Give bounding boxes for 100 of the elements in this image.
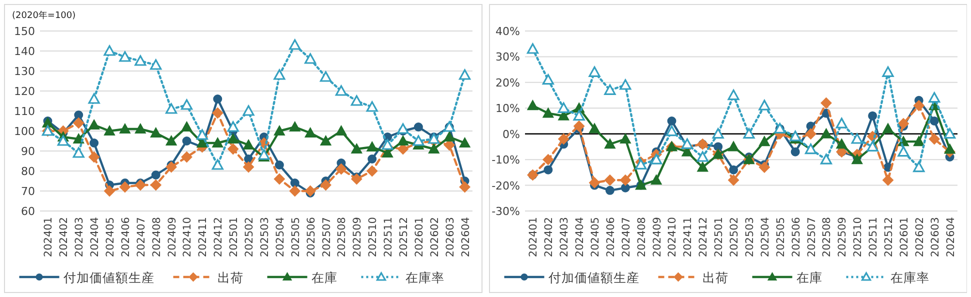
x-tick-label: 202407 xyxy=(135,217,148,258)
legend-label: 付加価値額生産 xyxy=(62,270,154,285)
point xyxy=(542,74,554,85)
point xyxy=(320,136,332,146)
x-tick-label: 202402 xyxy=(542,217,555,258)
point xyxy=(243,162,254,172)
point xyxy=(336,126,347,136)
x-tick-label: 202505 xyxy=(774,217,786,258)
point xyxy=(712,128,724,139)
x-tick-label: 202406 xyxy=(604,216,616,258)
x-tick-label: 202404 xyxy=(574,216,586,258)
point xyxy=(304,128,316,138)
y-tick-label: 30% xyxy=(495,50,520,64)
point xyxy=(366,166,378,176)
point xyxy=(526,43,538,54)
point xyxy=(88,120,100,130)
point xyxy=(274,126,285,136)
point xyxy=(929,116,938,126)
point xyxy=(758,162,770,173)
legend-label: 在庫率 xyxy=(890,270,929,285)
y-tick-label: -10% xyxy=(491,154,520,167)
point xyxy=(304,53,316,64)
x-tick-label: 202601 xyxy=(413,217,426,258)
point xyxy=(459,182,470,192)
x-tick-label: 202601 xyxy=(898,217,910,258)
x-tick-label: 202508 xyxy=(820,217,833,258)
point xyxy=(459,138,470,148)
point xyxy=(882,174,893,186)
point xyxy=(228,134,239,144)
point xyxy=(274,174,285,184)
x-tick-label: 202512 xyxy=(398,217,410,258)
point xyxy=(727,89,739,100)
x-tick-label: 202406 xyxy=(120,216,132,258)
x-tick-label: 202401 xyxy=(42,217,55,258)
legend-label: 付加価値額生産 xyxy=(546,270,639,285)
y-tick-label: 110 xyxy=(14,105,35,118)
point xyxy=(165,103,178,114)
point xyxy=(412,135,424,146)
point xyxy=(619,174,630,186)
y-tick-label: 120 xyxy=(14,85,35,98)
x-tick-label: 202506 xyxy=(790,216,802,258)
x-tick-label: 202603 xyxy=(444,217,456,258)
point xyxy=(104,45,116,56)
legend-label: 在庫率 xyxy=(405,270,444,285)
x-tick-label: 202403 xyxy=(74,217,86,258)
point xyxy=(742,128,754,139)
point xyxy=(150,128,162,138)
point xyxy=(368,154,377,164)
point xyxy=(665,125,678,136)
point xyxy=(558,134,569,144)
point xyxy=(290,178,300,188)
point xyxy=(320,71,332,82)
point xyxy=(212,159,224,170)
point xyxy=(868,111,877,120)
point xyxy=(350,95,362,106)
x-tick-label: 202508 xyxy=(336,217,348,258)
point xyxy=(666,116,676,126)
x-tick-label: 202602 xyxy=(913,217,926,258)
y-tick-label: 0% xyxy=(502,128,520,141)
point xyxy=(212,138,224,148)
x-tick-label: 202409 xyxy=(166,217,178,258)
point xyxy=(728,141,739,152)
x-tick-label: 202604 xyxy=(944,216,956,258)
point xyxy=(414,122,423,132)
point xyxy=(213,94,222,104)
point xyxy=(943,128,956,139)
point xyxy=(604,174,615,186)
point xyxy=(820,98,832,108)
point xyxy=(458,69,471,80)
point xyxy=(696,151,708,162)
point xyxy=(680,138,692,149)
point xyxy=(289,39,301,50)
point xyxy=(728,165,738,174)
point xyxy=(728,174,739,186)
point xyxy=(397,123,409,134)
point xyxy=(543,165,552,174)
x-tick-label: 202504 xyxy=(274,216,286,258)
point xyxy=(397,136,408,146)
x-tick-label: 202501 xyxy=(712,217,725,258)
point xyxy=(274,69,286,80)
x-tick-label: 202405 xyxy=(589,217,602,258)
x-tick-label: 202509 xyxy=(836,217,848,258)
point xyxy=(166,136,177,146)
point xyxy=(212,108,224,118)
x-tick-label: 202505 xyxy=(290,217,302,258)
point xyxy=(289,186,300,196)
x-tick-label: 202411 xyxy=(682,217,694,258)
x-tick-label: 202602 xyxy=(428,217,441,258)
y-tick-label: -30% xyxy=(491,205,520,218)
point xyxy=(181,152,192,162)
point xyxy=(243,140,254,150)
y-tick-label: 60 xyxy=(21,205,35,218)
x-tick-label: 202510 xyxy=(852,217,864,258)
y-tick-label: -20% xyxy=(491,179,520,192)
legend-label: 出荷 xyxy=(217,270,244,285)
y-tick-label: 10% xyxy=(495,102,520,116)
point xyxy=(542,154,554,166)
y-tick-label: 80 xyxy=(21,165,35,178)
point xyxy=(619,79,631,90)
legend-label: 在庫 xyxy=(311,270,338,285)
